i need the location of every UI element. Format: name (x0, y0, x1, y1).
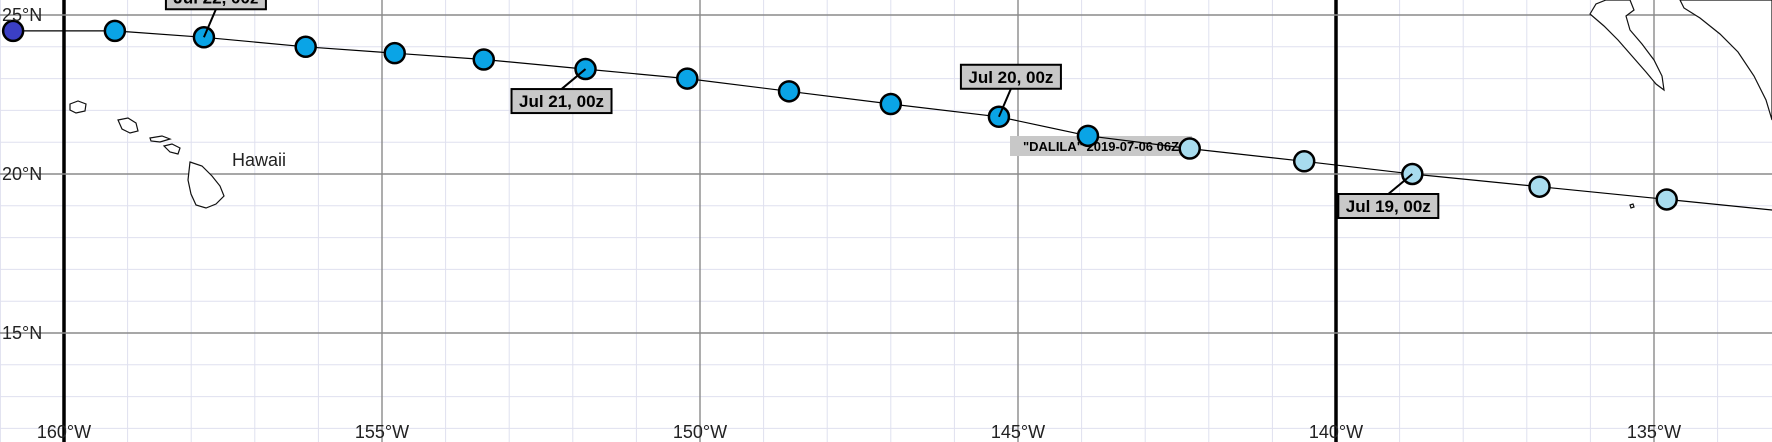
lat-tick-label: 20°N (2, 164, 42, 184)
date-label: Jul 21, 00z (510, 68, 613, 115)
lat-tick-label: 25°N (2, 5, 42, 25)
land-outlines (69, 0, 1772, 209)
lat-tick-label: 15°N (2, 323, 42, 343)
lon-tick-label: 145°W (991, 422, 1045, 442)
track-point (383, 41, 406, 65)
baja-california (1589, 0, 1665, 92)
lon-tick-label: 140°W (1309, 422, 1363, 442)
lon-tick-label: 150°W (673, 422, 727, 442)
track-point (1655, 188, 1678, 211)
date-label: Jul 20, 00z (959, 63, 1062, 118)
track-point (1, 19, 25, 43)
oahu-island (117, 117, 139, 134)
track-point (1292, 150, 1316, 173)
hawaii-big-island (187, 161, 225, 209)
date-label-box (510, 88, 613, 115)
track-point (472, 48, 496, 71)
track-point (103, 19, 127, 43)
kauai-island (69, 100, 87, 114)
lon-tick-label: 155°W (355, 422, 409, 442)
mexico-mainland (1679, 0, 1772, 121)
track-line (13, 30, 1772, 211)
socorro-island (1629, 203, 1635, 209)
track-path (13, 30, 1772, 211)
date-label-leader (1387, 173, 1413, 195)
axis-labels: 160°W155°W150°W145°W140°W135°W130°W125°W… (2, 5, 1681, 442)
date-label-box (164, 0, 267, 11)
date-label-leader (560, 68, 587, 90)
date-label-box (1337, 193, 1440, 219)
date-label-text: Jul 19, 00z (1346, 197, 1431, 216)
date-label-text: Jul 21, 00z (519, 92, 604, 111)
storm-name-label: "DALILA" 2019-07-06 06Z (1023, 139, 1179, 154)
track-point (294, 35, 317, 59)
track-point (879, 92, 903, 116)
track-points (1, 19, 1678, 211)
track-point (1076, 124, 1100, 148)
date-label-text: Jul 20, 00z (968, 68, 1053, 87)
date-label-text: Jul 22, 00z (173, 0, 258, 7)
molokai-island (149, 135, 172, 143)
track-point (1178, 137, 1201, 160)
track-point (676, 67, 699, 90)
date-label-leader (203, 8, 217, 38)
lon-tick-label: 135°W (1627, 422, 1681, 442)
hawaii-label: Hawaii (232, 150, 286, 170)
lon-tick-label: 160°W (37, 422, 91, 442)
date-label-box (959, 63, 1062, 90)
date-label-leader (998, 88, 1012, 118)
date-label: Jul 19, 00z (1337, 173, 1440, 219)
storm-label-box (1010, 136, 1192, 156)
track-point (1528, 175, 1551, 198)
track-point (777, 80, 801, 103)
maui-island (162, 143, 181, 155)
date-label: Jul 22, 00z (164, 0, 267, 38)
